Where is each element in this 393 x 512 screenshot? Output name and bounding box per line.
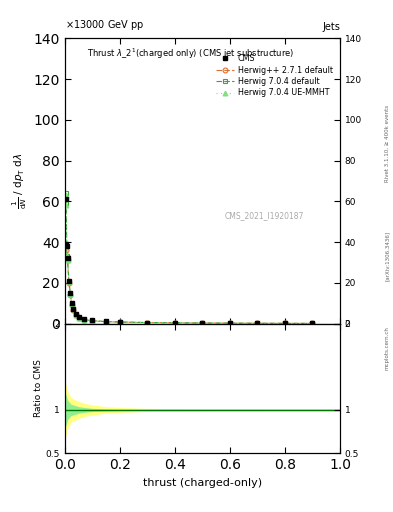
Herwig 7.0.4 UE-MMHT [65, 258, 70, 264]
Y-axis label: Ratio to CMS: Ratio to CMS [34, 359, 43, 417]
Herwig 7.0.4 default [64, 253, 69, 260]
Herwig++ 2.7.1 default [76, 315, 81, 321]
Line: CMS: CMS [63, 197, 315, 326]
Herwig++ 2.7.1 default [63, 243, 68, 249]
CMS [104, 318, 108, 325]
Line: Herwig 7.0.4 default: Herwig 7.0.4 default [63, 191, 315, 326]
Herwig++ 2.7.1 default [65, 258, 70, 264]
Herwig 7.0.4 default [145, 319, 150, 326]
CMS [200, 320, 205, 326]
Herwig 7.0.4 UE-MMHT [73, 312, 78, 318]
Herwig 7.0.4 UE-MMHT [200, 320, 205, 326]
X-axis label: thrust (charged-only): thrust (charged-only) [143, 478, 262, 487]
Herwig 7.0.4 UE-MMHT [104, 318, 108, 325]
Herwig++ 2.7.1 default [66, 280, 72, 286]
Herwig++ 2.7.1 default [145, 319, 150, 326]
Line: Herwig 7.0.4 UE-MMHT: Herwig 7.0.4 UE-MMHT [63, 193, 315, 326]
CMS [64, 241, 69, 247]
Herwig 7.0.4 UE-MMHT [68, 291, 73, 297]
CMS [68, 290, 73, 296]
Herwig 7.0.4 UE-MMHT [173, 319, 177, 326]
Herwig 7.0.4 UE-MMHT [255, 320, 260, 326]
CMS [118, 319, 122, 325]
Herwig 7.0.4 UE-MMHT [82, 317, 86, 323]
Herwig 7.0.4 default [90, 317, 95, 324]
CMS [69, 300, 74, 306]
Herwig 7.0.4 UE-MMHT [310, 321, 315, 327]
Herwig 7.0.4 default [65, 258, 70, 264]
Herwig 7.0.4 UE-MMHT [76, 315, 81, 321]
Herwig 7.0.4 default [228, 320, 232, 326]
Herwig++ 2.7.1 default [73, 312, 78, 318]
Herwig++ 2.7.1 default [173, 319, 177, 326]
Herwig++ 2.7.1 default [255, 320, 260, 326]
Herwig++ 2.7.1 default [69, 302, 74, 308]
Herwig 7.0.4 default [71, 306, 75, 312]
CMS [63, 196, 68, 202]
CMS [310, 321, 315, 327]
Y-axis label: $\frac{1}{\mathrm{d}N}$ / $\mathrm{d}p_{\mathrm{T}}$ $\mathrm{d}\lambda$: $\frac{1}{\mathrm{d}N}$ / $\mathrm{d}p_{… [11, 153, 29, 209]
CMS [173, 319, 177, 326]
Herwig 7.0.4 UE-MMHT [66, 279, 72, 285]
Herwig++ 2.7.1 default [200, 320, 205, 326]
Herwig 7.0.4 UE-MMHT [145, 319, 150, 326]
Herwig++ 2.7.1 default [68, 292, 73, 298]
Herwig 7.0.4 default [69, 301, 74, 307]
Herwig 7.0.4 default [173, 319, 177, 326]
Herwig 7.0.4 default [255, 320, 260, 326]
CMS [65, 255, 70, 262]
CMS [255, 320, 260, 326]
Herwig 7.0.4 default [73, 312, 78, 318]
Herwig++ 2.7.1 default [64, 253, 69, 260]
Herwig 7.0.4 default [310, 321, 315, 327]
Herwig++ 2.7.1 default [64, 247, 69, 253]
Text: Jets: Jets [322, 22, 340, 32]
Herwig++ 2.7.1 default [104, 318, 108, 325]
Herwig 7.0.4 default [200, 320, 205, 326]
Herwig 7.0.4 default [82, 316, 86, 323]
Legend: CMS, Herwig++ 2.7.1 default, Herwig 7.0.4 default, Herwig 7.0.4 UE-MMHT: CMS, Herwig++ 2.7.1 default, Herwig 7.0.… [213, 51, 336, 101]
Herwig 7.0.4 UE-MMHT [228, 320, 232, 326]
CMS [82, 316, 86, 323]
Herwig++ 2.7.1 default [310, 321, 315, 327]
CMS [90, 317, 95, 324]
CMS [66, 278, 72, 284]
CMS [145, 319, 150, 326]
CMS [71, 306, 75, 312]
Herwig 7.0.4 UE-MMHT [63, 192, 68, 198]
Text: [arXiv:1306.3436]: [arXiv:1306.3436] [385, 231, 390, 281]
Text: mcplots.cern.ch: mcplots.cern.ch [385, 326, 390, 370]
Herwig 7.0.4 UE-MMHT [90, 318, 95, 324]
Herwig 7.0.4 UE-MMHT [64, 253, 69, 260]
Herwig 7.0.4 UE-MMHT [64, 202, 69, 208]
Herwig 7.0.4 default [76, 314, 81, 321]
Herwig 7.0.4 default [64, 200, 69, 206]
Line: Herwig++ 2.7.1 default: Herwig++ 2.7.1 default [63, 244, 315, 326]
Herwig 7.0.4 UE-MMHT [69, 301, 74, 307]
Herwig++ 2.7.1 default [118, 319, 122, 325]
Herwig++ 2.7.1 default [71, 307, 75, 313]
Text: $\times$13000 GeV pp: $\times$13000 GeV pp [65, 18, 144, 32]
Herwig++ 2.7.1 default [82, 317, 86, 323]
Herwig++ 2.7.1 default [283, 321, 287, 327]
Herwig 7.0.4 default [104, 318, 108, 325]
Text: Thrust $\lambda\_2^{1}$(charged only) (CMS jet substructure): Thrust $\lambda\_2^{1}$(charged only) (C… [87, 47, 294, 61]
Herwig 7.0.4 default [283, 321, 287, 327]
Herwig 7.0.4 default [66, 279, 72, 285]
CMS [64, 243, 69, 249]
Herwig++ 2.7.1 default [228, 320, 232, 326]
Herwig 7.0.4 default [63, 190, 68, 196]
CMS [283, 320, 287, 326]
Herwig++ 2.7.1 default [90, 318, 95, 324]
CMS [228, 320, 232, 326]
CMS [73, 311, 78, 317]
Herwig 7.0.4 default [118, 319, 122, 325]
Herwig 7.0.4 UE-MMHT [283, 321, 287, 327]
Herwig 7.0.4 UE-MMHT [71, 306, 75, 312]
CMS [76, 314, 81, 321]
Text: Rivet 3.1.10, ≥ 400k events: Rivet 3.1.10, ≥ 400k events [385, 105, 390, 182]
Text: CMS_2021_I1920187: CMS_2021_I1920187 [224, 210, 304, 220]
Herwig 7.0.4 UE-MMHT [118, 319, 122, 325]
Herwig 7.0.4 default [68, 291, 73, 297]
